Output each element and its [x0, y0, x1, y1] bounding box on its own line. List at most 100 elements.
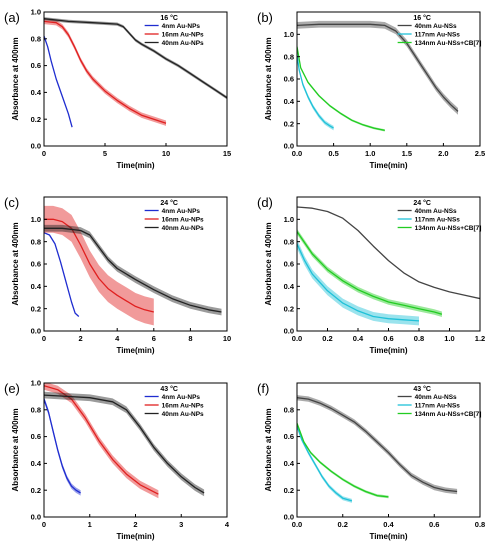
y-axis-label: Absorbance at 400nm [264, 222, 273, 305]
x-tick-label: 1 [88, 520, 92, 529]
x-axis-label: Time(min) [116, 161, 154, 170]
y-tick-label: 0.8 [284, 405, 294, 414]
plot-area [297, 20, 459, 132]
y-tick-label: 0.4 [31, 88, 42, 97]
y-tick-label: 0.2 [31, 486, 41, 495]
y-tick-label: 0.4 [284, 282, 295, 291]
legend-title: 24 °C [160, 199, 178, 207]
y-tick-label: 0.8 [31, 34, 41, 43]
x-tick-label: 0 [42, 334, 46, 343]
y-tick-label: 0.8 [284, 237, 294, 246]
x-tick-label: 0.5 [328, 149, 338, 158]
legend-label: 117nm Au-NSs [415, 32, 461, 39]
x-tick-label: 0.4 [353, 334, 364, 343]
plot-area [297, 395, 458, 503]
legend-label: 117nm Au-NSs [415, 217, 461, 224]
x-tick-label: 10 [223, 334, 231, 343]
x-tick-label: 15 [223, 149, 231, 158]
plot-area [44, 383, 205, 499]
x-axis-label: Time(min) [369, 346, 407, 355]
panel-label: (a) [4, 10, 20, 25]
plot-area [44, 205, 222, 326]
y-axis-label: Absorbance at 400nm [264, 408, 273, 491]
legend-label: 40nm Au-NSs [415, 208, 457, 215]
y-tick-label: 0.4 [284, 97, 295, 106]
series-line-2 [297, 425, 353, 502]
x-tick-label: 0.6 [383, 334, 393, 343]
series-line-1 [297, 397, 458, 493]
y-tick-label: 0.2 [284, 304, 294, 313]
y-tick-label: 0.2 [284, 486, 294, 495]
x-tick-label: 4 [115, 334, 120, 343]
legend-label: 4nm Au-NPs [162, 394, 201, 401]
x-tick-label: 0.0 [292, 520, 302, 529]
plot-area [44, 17, 227, 128]
series-line-3 [44, 394, 205, 494]
series-line-2 [297, 54, 334, 129]
x-tick-label: 10 [162, 149, 170, 158]
y-tick-label: 1.0 [31, 215, 41, 224]
panel-label: (e) [4, 381, 20, 396]
x-tick-label: 0.6 [429, 520, 439, 529]
series-line-1 [297, 206, 480, 300]
y-tick-label: 0.0 [284, 327, 294, 336]
series-line-1 [44, 35, 73, 128]
series-band-3 [297, 421, 389, 499]
series-line-3 [297, 422, 389, 498]
chart-panel-4: 0.0 0.2 0.4 0.6 0.8 1.0 1.2 0.0 0.2 0.4 0.6 0.8 1.0 T… [257, 195, 485, 355]
legend-title: 16 °C [413, 14, 431, 22]
y-tick-label: 1.0 [31, 379, 41, 388]
y-tick-label: 0.0 [31, 142, 41, 151]
series-band-3 [297, 228, 442, 317]
y-tick-label: 0.0 [31, 327, 41, 336]
chart-panel-3: 0 2 4 6 8 10 0.0 0.2 0.4 0.6 0.8 1.0 Time(min) Absorb… [4, 195, 231, 355]
x-tick-label: 5 [103, 149, 107, 158]
series-band-2 [297, 423, 352, 503]
legend-label: 134nm Au-NSs+CB[7] [415, 40, 482, 47]
chart-panel-2: 0.0 0.5 1.0 1.5 2.0 2.5 0.0 0.2 0.4 0.6 0.8 1.0 Time… [257, 10, 485, 170]
y-tick-label: 0.4 [31, 459, 42, 468]
x-tick-label: 2.5 [475, 149, 485, 158]
legend-label: 117nm Au-NSs [415, 403, 461, 410]
legend-title: 43 °C [160, 385, 178, 393]
series-band-2 [44, 383, 159, 499]
series-band-2 [44, 205, 154, 326]
legend-label: 4nm Au-NPs [162, 208, 201, 215]
legend-label: 40nm Au-NSs [415, 394, 457, 401]
x-tick-label: 0.0 [292, 149, 302, 158]
x-tick-label: 6 [152, 334, 156, 343]
legend-label: 16nm Au-NPs [162, 32, 204, 39]
series-line-3 [297, 46, 385, 132]
y-tick-label: 0.8 [31, 237, 41, 246]
y-tick-label: 0.8 [31, 405, 41, 414]
legend-label: 134nm Au-NSs+CB[7] [415, 225, 482, 232]
y-tick-label: 0.6 [284, 75, 294, 84]
x-tick-label: 0 [42, 520, 46, 529]
y-tick-label: 0.0 [31, 513, 41, 522]
y-axis-label: Absorbance at 400nm [11, 222, 20, 305]
panel-label: (f) [257, 381, 269, 396]
series-band-2 [44, 18, 166, 126]
y-tick-label: 0.6 [284, 432, 294, 441]
x-tick-label: 8 [188, 334, 192, 343]
plot-area [297, 206, 480, 326]
plot-frame [43, 11, 228, 147]
x-tick-label: 0.2 [338, 520, 348, 529]
y-tick-label: 0.8 [284, 52, 294, 61]
legend-label: 40nm Au-NSs [415, 23, 457, 30]
x-tick-label: 1.0 [444, 334, 454, 343]
y-tick-label: 0.0 [284, 513, 294, 522]
x-tick-label: 2 [79, 334, 83, 343]
y-tick-label: 0.6 [31, 260, 41, 269]
legend-label: 40nm Au-NPs [162, 40, 204, 47]
legend-label: 40nm Au-NPs [162, 411, 204, 418]
y-tick-label: 0.4 [31, 282, 42, 291]
series-line-2 [297, 243, 420, 322]
legend-label: 40nm Au-NPs [162, 225, 204, 232]
series-band-3 [297, 45, 385, 132]
series-line-3 [44, 18, 227, 99]
chart-panel-6: 0.0 0.2 0.4 0.6 0.8 0.0 0.2 0.4 0.6 0.8 Time(min) A… [257, 381, 485, 541]
y-tick-label: 0.6 [31, 61, 41, 70]
x-tick-label: 0 [42, 149, 46, 158]
